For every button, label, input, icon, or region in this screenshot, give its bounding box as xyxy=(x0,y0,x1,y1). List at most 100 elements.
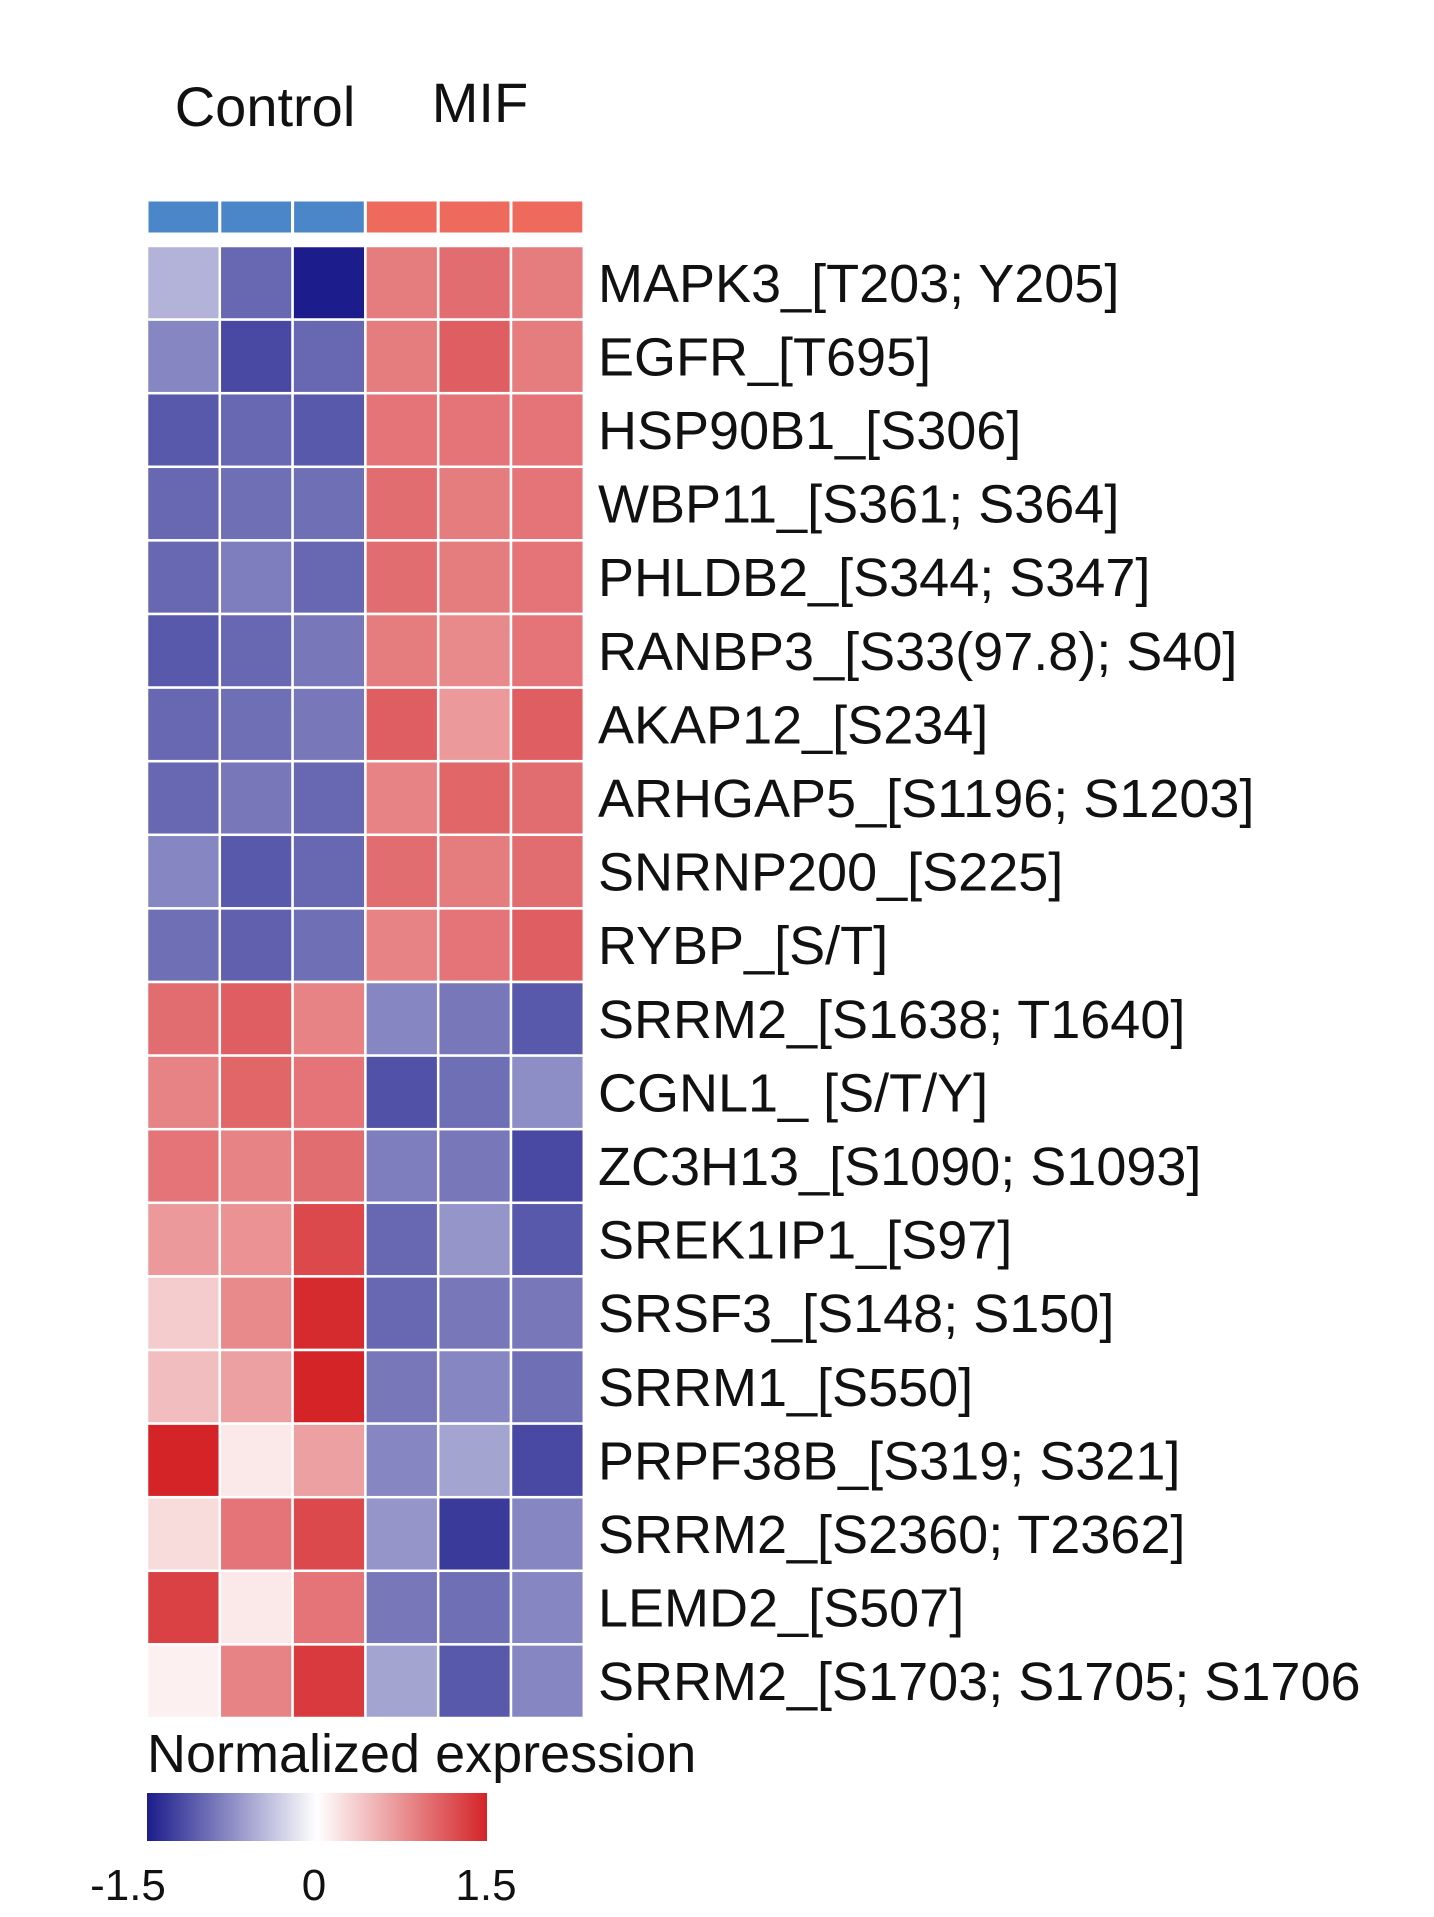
row-label: ARHGAP5_[S1196; S1203] xyxy=(598,769,1254,829)
heatmap-cell-r6-c5 xyxy=(436,612,513,689)
heatmap-cell-r12-c3 xyxy=(291,1054,367,1131)
heatmap-cell-r7-c6 xyxy=(509,686,586,763)
heatmap-cell-r19-c5 xyxy=(436,1569,513,1646)
heatmap-cell-r18-c3 xyxy=(291,1495,367,1573)
heatmap-cell-r4-c6 xyxy=(509,465,586,542)
heatmap-cell-r3-c6 xyxy=(509,391,586,469)
heatmap-cell-r5-c5 xyxy=(436,539,513,616)
heatmap-cell-r1-c5 xyxy=(436,244,513,321)
heatmap-cell-r7-c2 xyxy=(218,686,294,763)
annotation-cell-mif-1 xyxy=(363,198,440,236)
column-annotation-bar xyxy=(145,198,586,236)
heatmap-cell-r9-c5 xyxy=(436,833,513,910)
heatmap-cell-r17-c6 xyxy=(509,1422,586,1499)
row-label: SRRM2_[S1703; S1705; S1706 xyxy=(598,1652,1361,1712)
heatmap-cell-r2-c1 xyxy=(145,318,222,395)
heatmap-cell-r2-c2 xyxy=(218,318,294,395)
heatmap-cell-r18-c4 xyxy=(364,1495,440,1573)
heatmap-cell-r3-c3 xyxy=(291,391,367,469)
heatmap-cell-r11-c2 xyxy=(218,980,294,1057)
colorbar-tick-mid: 0 xyxy=(302,1861,326,1910)
heatmap-cell-r20-c3 xyxy=(291,1643,367,1720)
heatmap-cell-r4-c2 xyxy=(218,465,294,542)
row-label: RYBP_[S/T] xyxy=(598,916,888,976)
heatmap-cell-r13-c4 xyxy=(364,1127,440,1205)
heatmap-cell-r6-c4 xyxy=(364,612,440,689)
heatmap-cell-r19-c2 xyxy=(218,1569,294,1646)
heatmap-cell-r16-c6 xyxy=(509,1348,586,1425)
heatmap-cell-r14-c3 xyxy=(291,1201,367,1278)
heatmap-cell-r5-c2 xyxy=(218,539,294,616)
heatmap-cell-r11-c3 xyxy=(291,980,367,1057)
heatmap-cell-r16-c4 xyxy=(364,1348,440,1425)
heatmap-cell-r9-c4 xyxy=(364,833,440,910)
row-label: PHLDB2_[S344; S347] xyxy=(598,548,1150,608)
heatmap-cell-r10-c2 xyxy=(218,907,294,984)
heatmap-cell-r14-c1 xyxy=(145,1201,222,1278)
heatmap-cell-r19-c3 xyxy=(291,1569,367,1646)
row-label: LEMD2_[S507] xyxy=(598,1579,964,1639)
heatmap-cell-r1-c4 xyxy=(364,244,440,321)
row-label: AKAP12_[S234] xyxy=(598,695,988,755)
heatmap-cell-r1-c3 xyxy=(291,244,367,321)
heatmap-cell-r9-c3 xyxy=(291,833,367,910)
heatmap-cell-r13-c6 xyxy=(509,1127,586,1205)
heatmap-cell-r3-c1 xyxy=(145,391,222,469)
heatmap-cell-r6-c3 xyxy=(291,612,367,689)
row-label: HSP90B1_[S306] xyxy=(598,401,1021,461)
heatmap-cell-r18-c6 xyxy=(509,1495,586,1573)
heatmap-cell-r2-c5 xyxy=(436,318,513,395)
heatmap-cell-r12-c5 xyxy=(436,1054,513,1131)
heatmap-cell-r15-c2 xyxy=(218,1275,294,1352)
heatmap-cell-r8-c4 xyxy=(364,759,440,837)
heatmap-cell-r18-c5 xyxy=(436,1495,513,1573)
heatmap-cell-r11-c6 xyxy=(509,980,586,1057)
heatmap-cell-r9-c6 xyxy=(509,833,586,910)
heatmap-cell-r15-c3 xyxy=(291,1275,367,1352)
heatmap-cell-r5-c4 xyxy=(364,539,440,616)
annotation-cell-mif-2 xyxy=(436,198,513,236)
row-label: EGFR_[T695] xyxy=(598,327,931,387)
heatmap-cell-r19-c1 xyxy=(145,1569,222,1646)
heatmap-cell-r10-c6 xyxy=(509,907,586,984)
colorbar-title: Normalized expression xyxy=(147,1724,696,1784)
heatmap-cell-r8-c2 xyxy=(218,759,294,837)
heatmap-cell-r16-c3 xyxy=(291,1348,367,1425)
heatmap-cell-r11-c4 xyxy=(364,980,440,1057)
heatmap-cell-r20-c5 xyxy=(436,1643,513,1720)
heatmap-cell-r17-c4 xyxy=(364,1422,440,1499)
heatmap-cell-r1-c2 xyxy=(218,244,294,321)
row-label: ZC3H13_[S1090; S1093] xyxy=(598,1137,1201,1197)
row-label: SRSF3_[S148; S150] xyxy=(598,1284,1114,1344)
colorbar-tick-max: 1.5 xyxy=(455,1861,516,1910)
heatmap-cell-r20-c2 xyxy=(218,1643,294,1720)
heatmap-cell-r4-c4 xyxy=(364,465,440,542)
heatmap-cell-r7-c3 xyxy=(291,686,367,763)
heatmap-cell-r5-c1 xyxy=(145,539,222,616)
heatmap-cell-r4-c3 xyxy=(291,465,367,542)
heatmap-cell-r8-c3 xyxy=(291,759,367,837)
heatmap-cell-r12-c2 xyxy=(218,1054,294,1131)
heatmap-cell-r7-c5 xyxy=(436,686,513,763)
column-group-labels: Control MIF xyxy=(175,71,528,138)
heatmap-cell-r10-c5 xyxy=(436,907,513,984)
heatmap-cell-r14-c2 xyxy=(218,1201,294,1278)
heatmap-cell-r15-c5 xyxy=(436,1275,513,1352)
row-label: SNRNP200_[S225] xyxy=(598,843,1063,903)
heatmap-cell-r10-c4 xyxy=(364,907,440,984)
column-group-label-mif: MIF xyxy=(432,71,528,134)
annotation-cell-control-3 xyxy=(291,198,367,236)
heatmap-cells xyxy=(145,244,586,1720)
heatmap-cell-r19-c4 xyxy=(364,1569,440,1646)
heatmap-cell-r19-c6 xyxy=(509,1569,586,1646)
colorbar-tick-min: -1.5 xyxy=(90,1861,166,1910)
colorbar-gradient xyxy=(147,1793,487,1841)
heatmap-cell-r8-c5 xyxy=(436,759,513,837)
annotation-cell-control-1 xyxy=(145,198,222,236)
heatmap-cell-r2-c4 xyxy=(364,318,440,395)
heatmap-cell-r17-c1 xyxy=(145,1422,222,1499)
row-labels: MAPK3_[T203; Y205] EGFR_[T695] HSP90B1_[S3… xyxy=(598,254,1361,1712)
row-label: CGNL1_ [S/T/Y] xyxy=(598,1063,988,1123)
heatmap-cell-r10-c3 xyxy=(291,907,367,984)
